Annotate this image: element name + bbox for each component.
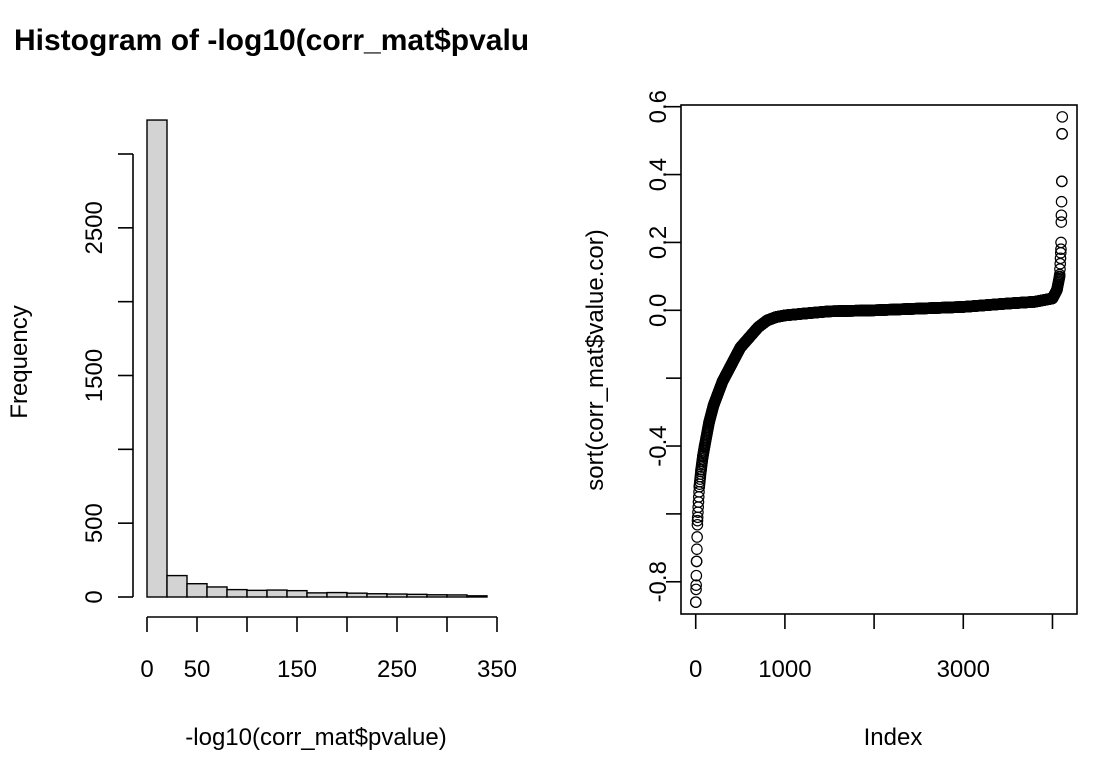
scatter-y-label: sort(corr_mat$value.cor) — [582, 229, 609, 490]
histogram-bar — [146, 119, 168, 598]
histogram-y-tick-label: 0 — [81, 590, 108, 603]
histogram-y-tick-label: 2500 — [81, 201, 108, 254]
scatter-point — [725, 358, 738, 371]
scatter-point — [691, 518, 704, 531]
scatter-point — [690, 596, 702, 608]
scatter-y-tick-label: -0.4 — [645, 425, 672, 466]
histogram-bar — [186, 583, 208, 598]
scatter-point — [691, 543, 703, 555]
histogram-bar — [446, 594, 468, 598]
scatter-panel: Index sort(corr_mat$value.cor) 0 1000 3000… — [582, 90, 1078, 751]
scatter-point — [752, 321, 764, 334]
histogram-bar — [226, 588, 248, 598]
histogram-bar — [266, 589, 288, 598]
histogram-bar — [326, 591, 348, 598]
scatter-point — [1056, 175, 1068, 188]
histogram-bar — [366, 593, 388, 598]
scatter-point — [1055, 236, 1067, 249]
scatter-point — [1055, 195, 1068, 208]
scatter-point — [770, 311, 782, 323]
scatter-point — [691, 531, 703, 543]
scatter-point — [1051, 284, 1063, 296]
scatter-point — [1028, 296, 1041, 308]
scatter-x-label: Index — [864, 724, 923, 751]
histogram-bar — [206, 586, 228, 598]
scatter-y-tick-label: 0.0 — [645, 294, 672, 327]
histogram-bar — [346, 592, 368, 598]
scatter-point — [1053, 270, 1066, 283]
scatter-point — [779, 309, 791, 322]
scatter-y-axis: -0.8 -0.4 0.0 0.2 0.4 0.6 — [645, 90, 681, 602]
scatter-x-axis: 0 1000 3000 — [689, 614, 1054, 683]
histogram-bar — [386, 593, 408, 598]
scatter-point — [1056, 128, 1068, 140]
histogram-y-label: Frequency — [6, 305, 33, 418]
scatter-point — [690, 569, 703, 582]
histogram-bar — [306, 592, 328, 598]
scatter-point — [690, 579, 702, 591]
scatter-y-tick-label: 0.4 — [645, 158, 672, 191]
scatter-point — [823, 305, 836, 318]
histogram-y-axis: 0 500 1500 2500 — [81, 153, 134, 604]
histogram-bar — [406, 593, 428, 598]
scatter-point — [1055, 209, 1068, 222]
scatter-point — [912, 302, 925, 315]
histogram-x-tick-label: 150 — [277, 656, 317, 683]
scatter-x-tick-label: 1000 — [758, 656, 811, 683]
scatter-point — [734, 341, 747, 354]
scatter-point — [691, 514, 704, 527]
histogram-x-axis: 0 50 150 250 350 — [140, 616, 517, 683]
scatter-point — [1002, 297, 1014, 310]
histogram-x-label: -log10(corr_mat$pvalue) — [185, 724, 446, 751]
scatter-x-tick-label: 3000 — [937, 656, 990, 683]
scatter-point — [690, 583, 702, 596]
scatter-y-tick-label: 0.6 — [645, 90, 672, 123]
scatter-point — [1056, 111, 1069, 123]
scatter-point — [796, 307, 809, 320]
scatter-point — [868, 304, 880, 317]
histogram-bars — [146, 119, 488, 598]
scatter-plot-box — [680, 104, 1078, 615]
scatter-point — [703, 416, 715, 429]
scatter-point — [1054, 252, 1067, 265]
histogram-bar — [466, 595, 488, 598]
scatter-y-tick-label: -0.8 — [645, 561, 672, 602]
histogram-bar — [286, 589, 308, 598]
scatter-point — [698, 440, 711, 452]
scatter-y-tick-label: 0.2 — [645, 226, 672, 259]
scatter-point — [695, 463, 707, 476]
histogram-x-tick-label: 350 — [477, 656, 517, 683]
histogram-panel: Histogram of -log10(corr_mat$pvalu -log1… — [6, 24, 529, 751]
scatter-point — [1055, 243, 1067, 256]
scatter-point — [1055, 216, 1068, 228]
scatter-point — [707, 399, 720, 412]
scatter-point — [716, 375, 729, 388]
histogram-bar — [246, 589, 268, 598]
histogram-x-tick-label: 0 — [140, 656, 153, 683]
histogram-y-tick-label: 1500 — [81, 349, 108, 402]
histogram-y-tick-label: 500 — [81, 503, 108, 543]
histogram-x-tick-label: 250 — [377, 656, 417, 683]
scatter-point — [690, 555, 703, 568]
histogram-x-tick-label: 50 — [184, 656, 211, 683]
histogram-bar — [166, 574, 188, 598]
scatter-point — [693, 480, 706, 493]
scatter-points — [690, 111, 1069, 608]
scatter-point — [743, 331, 756, 344]
histogram-title: Histogram of -log10(corr_mat$pvalu — [14, 24, 529, 57]
scatter-point — [957, 301, 970, 313]
scatter-x-tick-label: 0 — [689, 656, 702, 683]
histogram-bar — [426, 594, 448, 598]
